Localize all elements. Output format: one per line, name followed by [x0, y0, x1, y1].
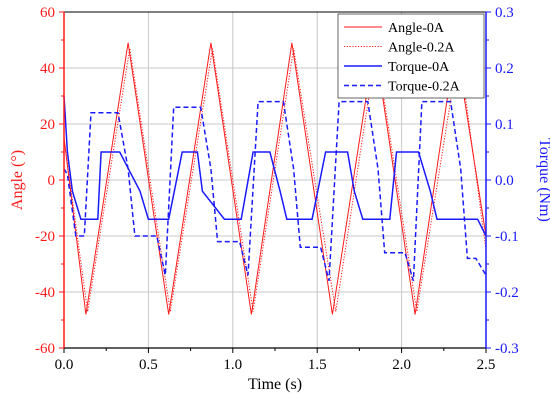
y-right-tick-label: 0.2 — [495, 61, 514, 77]
legend-label-3: Torque-0.2A — [388, 80, 461, 95]
y-right-tick-label: -0.2 — [495, 285, 519, 301]
y-axis-left-title: Angle (°) — [9, 150, 26, 210]
legend: Angle-0A Angle-0.2A Torque-0A Torque-0.2A — [337, 13, 485, 99]
x-tick-label: 0.5 — [139, 357, 158, 373]
y-right-tick-label: -0.3 — [495, 341, 519, 357]
x-tick-label: 0.0 — [55, 357, 74, 373]
x-tick-label: 1.5 — [308, 357, 327, 373]
axes-layer: 0.0 0.5 1.0 1.5 2.0 2.5 60 40 20 0 -20 -40 -60 0.3 0.2… — [9, 5, 550, 393]
x-tick-label: 1.0 — [223, 357, 242, 373]
y-right-tick-label: -0.1 — [495, 229, 519, 245]
y-left-tick-label: -60 — [35, 341, 55, 357]
series-line-0 — [63, 42, 487, 315]
legend-label-2: Torque-0A — [388, 60, 450, 75]
y-right-tick-label: 0.0 — [495, 173, 514, 189]
y-left-tick-label: 60 — [40, 5, 55, 21]
y-left-tick-label: 0 — [48, 173, 56, 189]
y-right-tick-label: 0.1 — [495, 117, 514, 133]
y-left-tick-label: -40 — [35, 285, 55, 301]
x-tick-label: 2.5 — [477, 357, 496, 373]
y-left-tick-label: 40 — [40, 61, 55, 77]
legend-box — [337, 13, 485, 99]
y-left-tick-label: 20 — [40, 117, 55, 133]
y-axis-right-title: Torque (Nm) — [536, 138, 550, 222]
series-layer — [63, 42, 487, 315]
y-left-tick-label: -20 — [35, 229, 55, 245]
legend-label-1: Angle-0.2A — [388, 41, 455, 56]
series-line-2 — [63, 95, 487, 237]
x-axis-title: Time (s) — [248, 376, 302, 393]
x-tick-label: 2.0 — [392, 357, 411, 373]
y-right-tick-label: 0.3 — [495, 5, 514, 21]
series-line-3 — [63, 100, 487, 282]
legend-label-0: Angle-0A — [388, 21, 445, 36]
